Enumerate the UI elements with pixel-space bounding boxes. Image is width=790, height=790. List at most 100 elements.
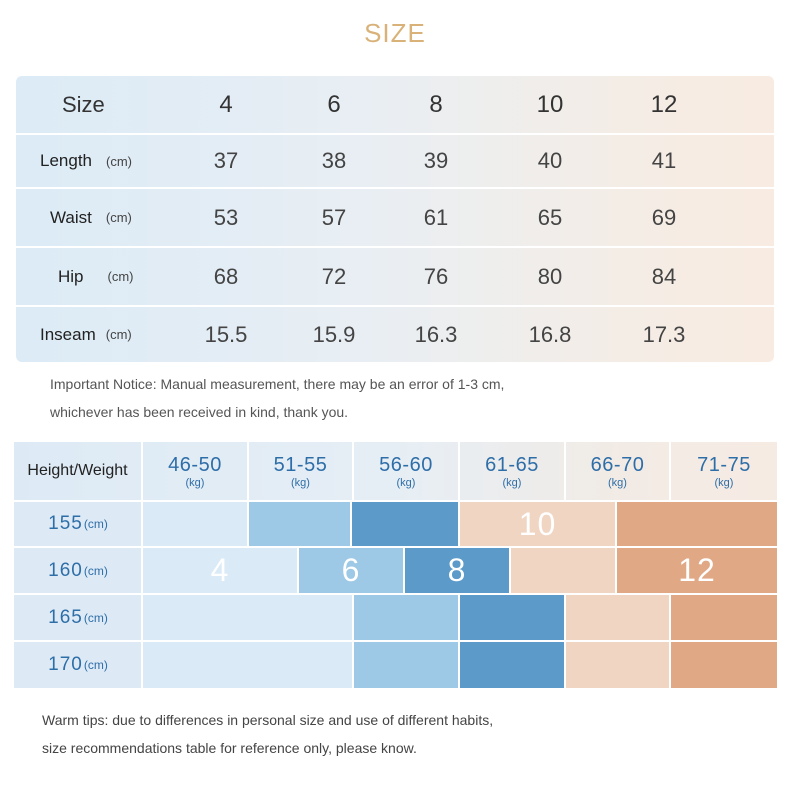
size-6-zone [299,548,403,593]
size-col-12: 12 [650,90,678,118]
size-row-inseam: Inseam (cm) 15.5 15.9 16.3 16.8 17.3 [16,307,774,362]
weight-range: 51-55 [273,453,328,476]
value-cell: 41 [651,148,677,173]
height-unit: (cm) [83,610,108,625]
weight-unit: (kg) [396,476,416,489]
size-header-row: Size 4 6 8 10 12 [16,76,774,133]
value-cell: 57 [321,204,347,230]
height-row-165: 165 (cm) [14,595,142,640]
warm-tips-line-2: size recommendations table for reference… [42,740,417,756]
row-label-text: Length [40,151,92,170]
value-cell: 61 [423,204,449,230]
size-6-zone [354,642,458,688]
height-unit: (cm) [83,658,108,672]
weight-range: 61-65 [485,453,539,476]
size-col-10: 10 [536,90,564,118]
size-row-hip: Hip (cm) 68 72 76 80 84 [16,248,774,305]
warm-tips-line-1: Warm tips: due to differences in persona… [42,712,494,728]
size-col-4: 4 [219,90,233,118]
value-cell: 15.5 [204,321,248,347]
size-4-zone [143,595,352,640]
size-4-zone [143,548,297,593]
height-row-155: 155 (cm) [14,502,142,546]
value-cell: 72 [321,263,347,289]
value-cell: 15.9 [312,321,356,347]
value-cell: 53 [213,204,239,230]
corner-label: Height/Weight [27,462,128,479]
weight-unit: (kg) [608,476,627,489]
size-label-4: 4 [210,552,230,588]
value-cell: 65 [537,204,563,230]
height-row-160: 160 (cm) [14,548,142,593]
size-8-zone [352,502,458,546]
weight-unit: (kg) [291,476,310,489]
size-8-zone [405,548,509,593]
value-cell: 80 [537,263,563,289]
size-header-label: Size [62,91,105,117]
value-cell: 16.3 [414,321,458,347]
value-cell: 16.8 [528,321,572,347]
value-cell: 84 [651,263,677,289]
row-label-text: Hip [58,266,84,286]
value-cell: 17.3 [642,321,686,347]
height-unit: (cm) [83,517,108,531]
weight-col-66-70: 66-70 (kg) [566,442,669,500]
row-label-hip: Hip (cm) [58,248,134,305]
value-cell: 39 [423,148,449,173]
size-4-zone [143,642,352,688]
notice-line-2: whichever has been received in kind, tha… [50,404,349,420]
size-10-zone [566,642,669,688]
size-col-8: 8 [429,90,443,118]
height-row-170: 170 (cm) [14,642,142,688]
value-cell: 68 [213,263,239,289]
size-label-12: 12 [678,552,716,588]
height-value: 170 [48,654,83,675]
row-label-waist: Waist (cm) [50,189,132,246]
page-title: SIZE [364,18,426,48]
size-12-zone [671,595,777,640]
row-label-inseam: Inseam (cm) [40,307,132,362]
size-10-zone [511,548,615,593]
recommendation-table: Height/Weight 46-50 (kg) 51-55 (kg) 56-6… [14,442,777,688]
weight-range: 56-60 [379,453,433,476]
weight-unit: (kg) [502,476,522,489]
size-row-length: Length (cm) 37 38 39 40 41 [16,135,774,187]
value-cell: 40 [537,148,563,173]
row-unit: (cm) [106,153,132,169]
size-row-waist: Waist (cm) 53 57 61 65 69 [16,189,774,246]
weight-col-46-50: 46-50 (kg) [143,442,247,500]
row-unit: (cm) [107,269,134,284]
weight-range: 66-70 [590,453,645,476]
size-4-zone [143,502,247,546]
row-label-text: Waist [50,207,92,227]
weight-unit: (kg) [185,476,205,489]
row-unit: (cm) [105,327,132,342]
size-6-zone [249,502,350,546]
notice-line-1: Important Notice: Manual measurement, th… [50,376,505,392]
height-unit: (cm) [83,563,108,578]
weight-range: 46-50 [168,453,222,476]
weight-col-56-60: 56-60 (kg) [354,442,458,500]
row-label-text: Inseam [40,324,96,344]
size-label-6: 6 [341,552,361,588]
size-12-zone [671,642,777,688]
size-6-zone [354,595,458,640]
weight-range: 71-75 [697,453,751,476]
size-table: Size 4 6 8 10 12 Length (cm) 37 38 39 40… [16,76,774,362]
size-8-zone [460,642,564,688]
size-10-zone [566,595,669,640]
size-10-zone [460,502,615,546]
value-cell: 76 [423,263,449,289]
size-12-zone [617,548,777,593]
height-value: 165 [48,606,83,628]
size-label-10: 10 [518,505,557,542]
value-cell: 38 [321,148,347,173]
weight-col-61-65: 61-65 (kg) [460,442,564,500]
row-label-length: Length (cm) [40,135,132,187]
height-value: 155 [48,513,83,534]
weight-unit: (kg) [714,476,734,489]
size-8-zone [460,595,564,640]
height-value: 160 [48,559,83,581]
weight-col-71-75: 71-75 (kg) [671,442,777,500]
value-cell: 69 [651,204,677,230]
